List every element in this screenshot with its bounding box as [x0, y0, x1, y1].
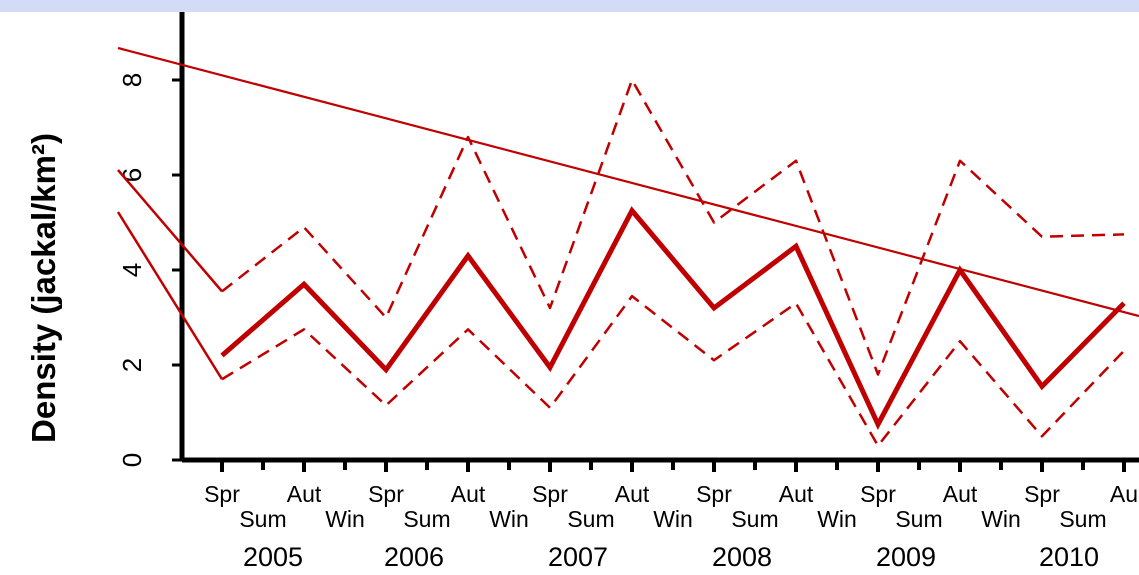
x-year-label: 2005 [243, 542, 303, 572]
x-year-label: 2009 [876, 542, 936, 572]
x-period-label: Win [981, 506, 1021, 532]
x-season-label: Spr [1024, 481, 1060, 507]
x-season-label: Aut [287, 481, 322, 507]
upper-ci-leadin [117, 169, 223, 293]
y-tick-label: 4 [117, 263, 147, 277]
x-season-label: Spr [860, 481, 896, 507]
x-period-label: Sum [731, 506, 778, 532]
top-band [0, 0, 1139, 12]
upper-ci-line [221, 78, 1125, 376]
y-tick-label: 0 [117, 453, 147, 467]
x-season-label: Spr [204, 481, 240, 507]
x-period-label: Sum [895, 506, 942, 532]
x-season-label: Spr [696, 481, 732, 507]
x-season-label: Aut [451, 481, 486, 507]
x-period-label: Sum [1059, 506, 1106, 532]
x-season-label: Spr [368, 481, 404, 507]
x-year-label: 2006 [384, 542, 444, 572]
x-period-label: Win [817, 506, 857, 532]
x-season-label: Au [1110, 481, 1138, 507]
x-season-label: Aut [943, 481, 978, 507]
x-season-label: Spr [532, 481, 568, 507]
x-period-label: Sum [403, 506, 450, 532]
x-period-label: Sum [239, 506, 286, 532]
x-year-label: 2008 [712, 542, 772, 572]
x-period-label: Win [325, 506, 365, 532]
lower-ci-line [221, 294, 1125, 447]
lower-ci-leadin [116, 211, 224, 380]
y-axis-title: Density (jackal/km²) [25, 133, 62, 443]
x-year-label: 2010 [1039, 542, 1099, 572]
estimate-line [220, 206, 1126, 431]
x-period-label: Win [489, 506, 529, 532]
y-tick-label: 2 [117, 358, 147, 372]
trend-line [117, 46, 1139, 318]
x-year-label: 2007 [548, 542, 608, 572]
x-season-label: Aut [615, 481, 650, 507]
y-tick-label: 8 [117, 73, 147, 87]
x-period-label: Win [653, 506, 693, 532]
x-season-label: Aut [779, 481, 814, 507]
x-period-label: Sum [567, 506, 614, 532]
